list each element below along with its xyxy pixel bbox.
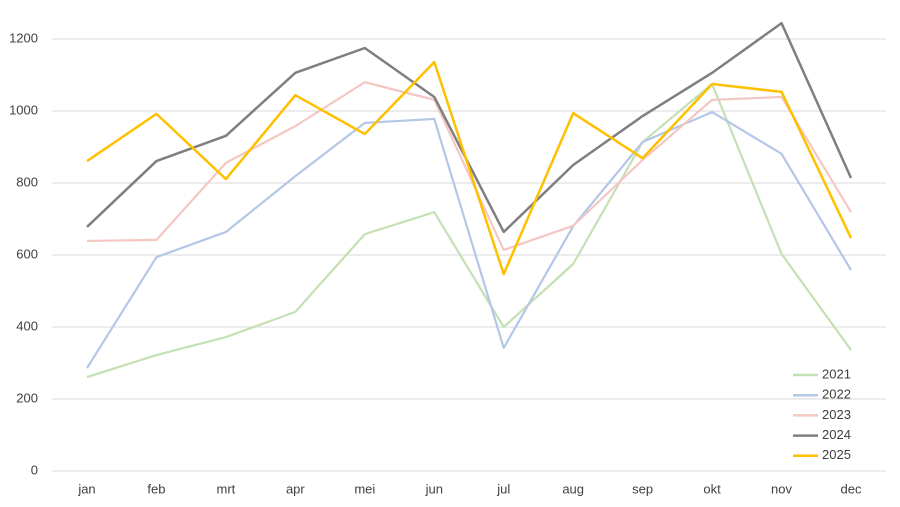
legend-label: 2025 [822, 447, 851, 462]
x-tick-label: sep [632, 481, 653, 496]
x-tick-label: mrt [217, 481, 236, 496]
legend-label: 2023 [822, 407, 851, 422]
series-line [86, 60, 853, 276]
x-tick-label: jun [425, 481, 443, 496]
y-tick-label: 600 [16, 246, 38, 261]
legend-label: 2024 [822, 427, 851, 442]
x-tick-label: aug [562, 481, 584, 496]
y-tick-label: 200 [16, 390, 38, 405]
x-tick-label: okt [703, 481, 721, 496]
y-tick-label: 1000 [9, 102, 38, 117]
x-tick-label: mei [354, 481, 375, 496]
series-line [86, 81, 852, 252]
x-tick-label: feb [147, 481, 165, 496]
y-tick-label: 800 [16, 174, 38, 189]
series-line [86, 110, 852, 369]
x-tick-label: dec [841, 481, 862, 496]
x-tick-label: apr [286, 481, 305, 496]
legend-label: 2022 [822, 387, 851, 402]
x-tick-label: jan [77, 481, 95, 496]
y-tick-label: 1200 [9, 30, 38, 45]
y-tick-label: 0 [31, 462, 38, 477]
x-tick-label: nov [771, 481, 792, 496]
legend-label: 2021 [822, 366, 851, 381]
y-tick-label: 400 [16, 318, 38, 333]
x-tick-label: jul [496, 481, 510, 496]
series-line [86, 82, 852, 379]
